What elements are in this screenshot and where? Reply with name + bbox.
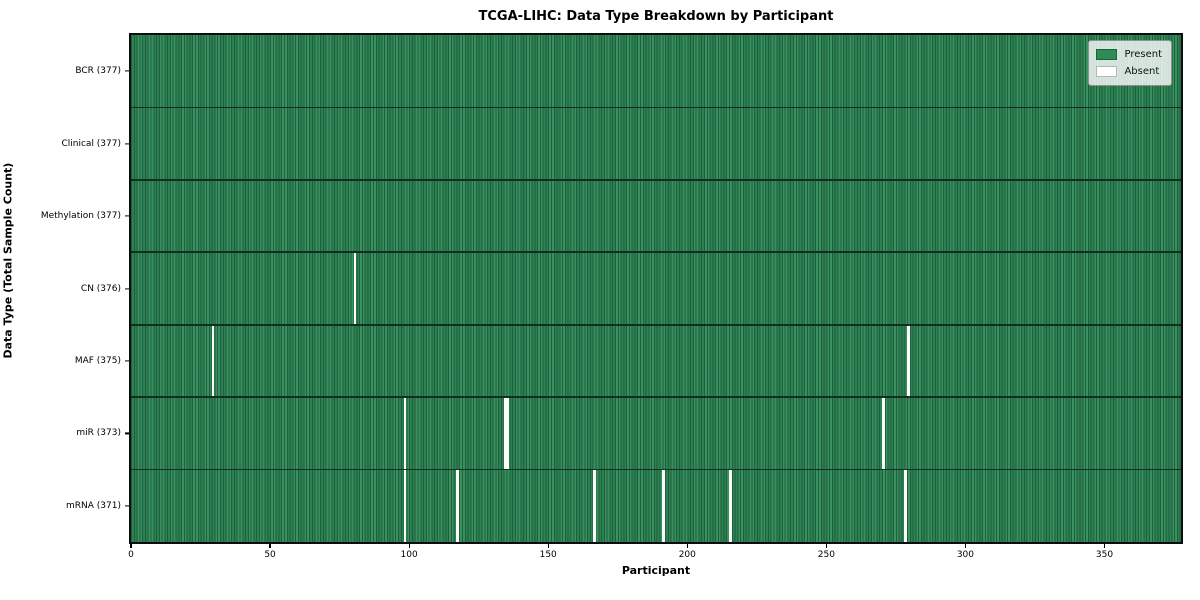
ytick-label-MAF: MAF (375) — [74, 355, 121, 366]
ytick-label-CN: CN (376) — [80, 283, 121, 294]
ytick-label-mRNA: mRNA (371) — [66, 500, 121, 511]
legend-label: Absent — [1124, 66, 1160, 77]
ytick-mark — [125, 432, 129, 434]
ytick-label-miR: miR (373) — [76, 428, 121, 439]
legend-swatch-present — [1096, 49, 1118, 60]
chart-title: TCGA-LIHC: Data Type Breakdown by Partic… — [478, 9, 834, 24]
legend-label: Present — [1124, 49, 1162, 60]
legend-swatch-absent — [1096, 66, 1118, 77]
xtick-label-250: 250 — [817, 550, 835, 560]
row-divider — [131, 106, 1181, 109]
xtick-mark-0 — [130, 544, 132, 548]
xtick-label-350: 350 — [1095, 550, 1114, 560]
xtick-mark-150 — [547, 544, 549, 548]
row-divider — [131, 251, 1181, 254]
ytick-mark — [125, 287, 129, 290]
xtick-mark-250 — [825, 544, 827, 548]
xtick-label-0: 0 — [128, 550, 134, 560]
xtick-label-300: 300 — [956, 550, 975, 560]
absent-cell-MAF-279 — [907, 324, 910, 398]
x-axis-ticks: 0 50 100 150 200 250 300 350 — [128, 544, 1181, 564]
absent-cell-mRNA-215 — [729, 469, 732, 542]
ytick-label-Methylation: Methylation (377) — [40, 211, 121, 222]
y-axis-ticks: BCR (377) Clinical (377) Methylation (377)… — [0, 35, 129, 542]
xtick-mark-350 — [1103, 544, 1106, 548]
absent-cell-mRNA-98 — [403, 469, 407, 542]
xtick-mark-200 — [686, 544, 688, 548]
absent-cell-miR-134 — [503, 397, 507, 470]
absent-cell-miR-270 — [881, 397, 885, 470]
y-axis-label: Data Type (Total Sample Count) — [1, 162, 15, 359]
ytick-label-Clinical: Clinical (377) — [61, 138, 121, 149]
legend-item-absent: Absent — [1096, 63, 1162, 80]
ytick-mark — [125, 215, 129, 217]
row-divider — [131, 323, 1181, 326]
xtick-mark-50 — [269, 544, 271, 548]
absent-cell-mRNA-191 — [662, 469, 666, 542]
row-divider — [131, 179, 1181, 181]
ytick-mark — [125, 70, 129, 72]
absent-cell-mRNA-117 — [456, 469, 460, 542]
x-axis-label: Participant — [621, 564, 691, 577]
plot-area: Present Absent — [129, 33, 1183, 544]
absent-cell-MAF-29 — [211, 324, 215, 398]
ytick-mark — [125, 505, 129, 507]
xtick-label-150: 150 — [539, 550, 557, 560]
absent-cell-mRNA-166 — [592, 469, 596, 542]
legend: Present Absent — [1088, 40, 1172, 86]
ytick-label-BCR: BCR (377) — [75, 66, 121, 77]
row-divider — [131, 468, 1181, 471]
xtick-label-100: 100 — [400, 550, 418, 560]
ytick-mark — [125, 360, 129, 362]
absent-cell-miR-135 — [506, 397, 510, 470]
absent-cell-mRNA-278 — [904, 469, 908, 542]
xtick-mark-300 — [964, 544, 967, 548]
ytick-mark — [125, 143, 129, 145]
absent-cell-CN-80 — [353, 252, 357, 325]
row-divider — [131, 396, 1181, 398]
xtick-label-200: 200 — [678, 550, 696, 560]
absent-cell-miR-98 — [403, 397, 407, 470]
xtick-label-50: 50 — [264, 550, 276, 560]
xtick-mark-100 — [408, 544, 410, 548]
legend-item-present: Present — [1096, 46, 1162, 63]
